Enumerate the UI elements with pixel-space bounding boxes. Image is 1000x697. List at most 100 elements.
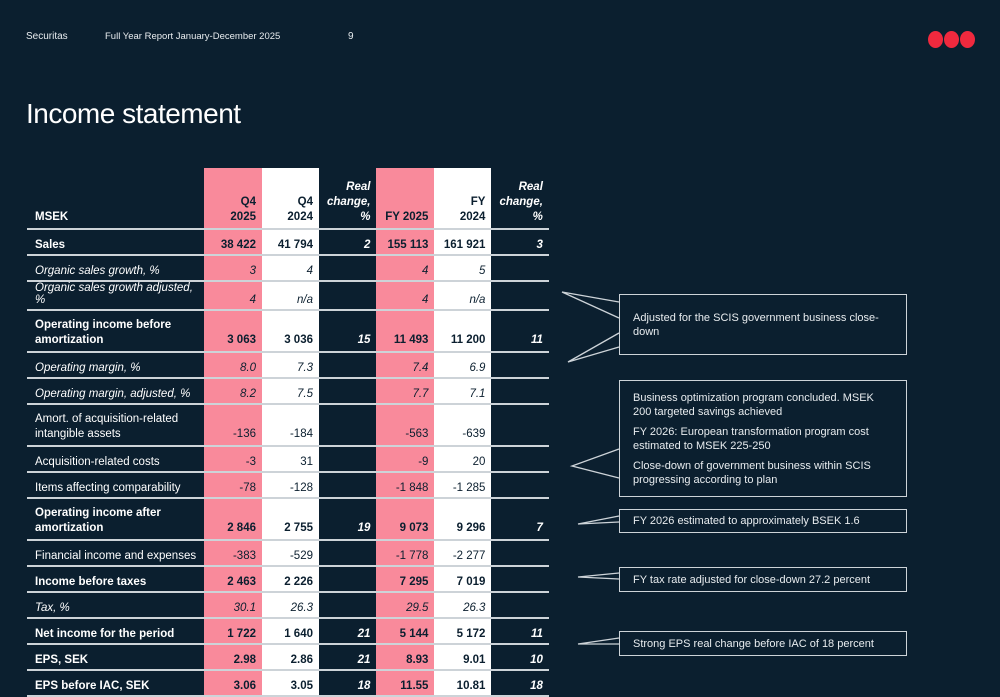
cell-value — [491, 540, 549, 567]
cell-value — [319, 404, 377, 447]
cell-value: 11 200 — [434, 310, 492, 353]
cell-value: 155 113 — [376, 229, 435, 256]
cell-value: 6.9 — [434, 352, 492, 379]
table-row: Operating margin, % 8.0 7.3 7.4 6.9 — [27, 352, 549, 379]
table-row: Operating income after amortization 2 846… — [27, 498, 549, 541]
cell-value: 7.1 — [434, 378, 492, 405]
page-title: Income statement — [26, 98, 241, 129]
cell-value: 7 295 — [376, 566, 435, 593]
cell-value — [319, 255, 377, 282]
row-label: EPS, SEK — [27, 644, 204, 671]
column-header: FY 2025 — [376, 168, 435, 230]
cell-value: 2.98 — [204, 644, 262, 671]
callout-items-affecting-comparability: Business optimization program concluded.… — [619, 380, 907, 497]
cell-value: 5 172 — [434, 618, 492, 645]
cell-value: 3 063 — [204, 310, 262, 353]
cell-value: 9 296 — [434, 498, 492, 541]
callout-text: Adjusted for the SCIS government busines… — [633, 311, 879, 338]
cell-value: 2 226 — [262, 566, 319, 593]
cell-value: -184 — [262, 404, 319, 447]
row-label: Income before taxes — [27, 566, 204, 593]
cell-value: -2 277 — [434, 540, 492, 567]
table-row: EPS, SEK 2.98 2.86 21 8.93 9.01 10 — [27, 644, 549, 671]
row-label: Sales — [27, 229, 204, 256]
table-row: Operating income before amortization 3 06… — [27, 310, 549, 353]
cell-value: 2 463 — [204, 566, 262, 593]
cell-value — [491, 446, 549, 473]
table-row: Sales 38 422 41 794 2 155 113 161 921 3 — [27, 229, 549, 256]
cell-value: 11 — [491, 310, 549, 353]
cell-value: 7 — [491, 498, 549, 541]
cell-value: 2 755 — [262, 498, 319, 541]
cell-value — [319, 592, 377, 619]
cell-value: 11 — [491, 618, 549, 645]
cell-value: 3 — [204, 255, 262, 282]
cell-value: 19 — [319, 498, 377, 541]
table-row: Net income for the period 1 722 1 640 21 5 1… — [27, 618, 549, 645]
cell-value: n/a — [262, 281, 319, 311]
row-label: Operating margin, % — [27, 352, 204, 379]
cell-value: 21 — [319, 644, 377, 671]
cell-value: 2.86 — [262, 644, 319, 671]
cell-value — [491, 255, 549, 282]
cell-value: 26.3 — [262, 592, 319, 619]
callout-text: FY 2026: European transformation program… — [633, 425, 869, 452]
cell-value: -1 778 — [376, 540, 435, 567]
row-label: Acquisition-related costs — [27, 446, 204, 473]
callout-text: FY tax rate adjusted for close-down 27.2… — [633, 573, 871, 586]
cell-value: 11 493 — [376, 310, 435, 353]
cell-value: 2 846 — [204, 498, 262, 541]
row-label: Operating margin, adjusted, % — [27, 378, 204, 405]
cell-value: 1 640 — [262, 618, 319, 645]
table-row: Organic sales growth adjusted, % 4 n/a 4 n/a — [27, 281, 549, 311]
table-row: Tax, % 30.1 26.3 29.5 26.3 — [27, 592, 549, 619]
cell-value: 31 — [262, 446, 319, 473]
callout-text: Close-down of government business within… — [633, 459, 871, 486]
cell-value: 38 422 — [204, 229, 262, 256]
cell-value: -563 — [376, 404, 435, 447]
page-number: 9 — [348, 31, 354, 42]
cell-value: 161 921 — [434, 229, 492, 256]
table-row: Items affecting comparability -78 -128 -1 8… — [27, 472, 549, 499]
cell-value: 4 — [204, 281, 262, 311]
cell-value: 8.2 — [204, 378, 262, 405]
callout-operating-margin: Adjusted for the SCIS government busines… — [619, 294, 907, 355]
table-row: Operating margin, adjusted, % 8.2 7.5 7.7 7.… — [27, 378, 549, 405]
cell-value: -3 — [204, 446, 262, 473]
cell-value: 9 073 — [376, 498, 435, 541]
cell-value: 4 — [262, 255, 319, 282]
row-label: Organic sales growth, % — [27, 255, 204, 282]
cell-value: 4 — [376, 255, 435, 282]
cell-value: 7 019 — [434, 566, 492, 593]
cell-value — [491, 281, 549, 311]
cell-value — [319, 281, 377, 311]
cell-value — [491, 592, 549, 619]
cell-value: -9 — [376, 446, 435, 473]
cell-value: -529 — [262, 540, 319, 567]
cell-value: 8.0 — [204, 352, 262, 379]
cell-value — [319, 378, 377, 405]
cell-value: 5 — [434, 255, 492, 282]
cell-value — [491, 352, 549, 379]
cell-value: 2 — [319, 229, 377, 256]
row-label: Amort. of acquisition-related intangible… — [27, 404, 204, 447]
cell-value: 26.3 — [434, 592, 492, 619]
column-header: Real change, % — [491, 168, 549, 230]
cell-value — [491, 566, 549, 593]
securitas-logo — [928, 31, 975, 48]
callout-financial-expenses: FY 2026 estimated to approximately BSEK … — [619, 509, 907, 533]
cell-value: 3 — [491, 229, 549, 256]
report-title: Full Year Report January-December 2025 — [105, 31, 281, 42]
callout-eps: Strong EPS real change before IAC of 18 … — [619, 631, 907, 656]
cell-value: 9.01 — [434, 644, 492, 671]
column-header: Q4 2024 — [262, 168, 319, 230]
table-row: Organic sales growth, % 3 4 4 5 — [27, 255, 549, 282]
row-label: Tax, % — [27, 592, 204, 619]
column-header: MSEK — [27, 168, 204, 230]
cell-value: 3 036 — [262, 310, 319, 353]
cell-value: n/a — [434, 281, 492, 311]
cell-value: -639 — [434, 404, 492, 447]
cell-value — [491, 472, 549, 499]
cell-value — [319, 566, 377, 593]
